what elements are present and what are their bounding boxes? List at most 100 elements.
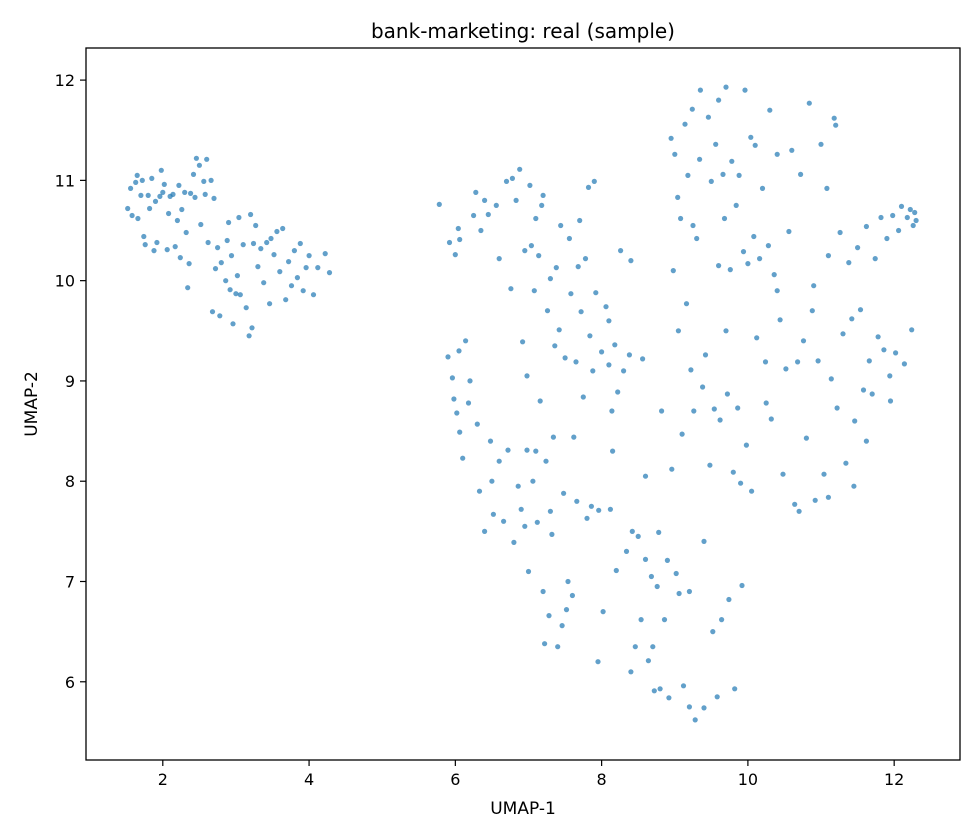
scatter-point <box>511 539 517 546</box>
scatter-point <box>599 349 605 355</box>
scatter-point <box>694 235 700 242</box>
scatter-point <box>754 335 760 341</box>
scatter-point <box>549 531 555 538</box>
scatter-point <box>457 429 463 435</box>
scatter-point <box>843 460 849 466</box>
scatter-point <box>689 106 695 112</box>
scatter-point <box>849 316 855 322</box>
scatter-point <box>735 405 741 411</box>
scatter-point <box>591 178 597 184</box>
scatter-point <box>669 466 675 472</box>
scatter-point <box>505 447 511 453</box>
y-tick-label: 10 <box>55 272 75 291</box>
y-axis-label: UMAP-2 <box>22 371 42 437</box>
scatter-point <box>742 87 748 93</box>
scatter-point <box>904 214 910 221</box>
scatter-point <box>128 185 134 191</box>
scatter-point <box>898 203 905 209</box>
scatter-point <box>223 278 229 284</box>
scatter-point <box>310 292 317 298</box>
x-tick-label: 2 <box>158 770 168 789</box>
scatter-point <box>188 190 194 196</box>
scatter-point <box>513 197 519 203</box>
scatter-point <box>792 501 798 507</box>
scatter-point <box>277 269 283 275</box>
scatter-point <box>866 358 872 364</box>
scatter-point <box>907 206 913 213</box>
scatter-point <box>224 237 230 244</box>
scatter-point <box>831 115 837 121</box>
scatter-point <box>147 205 153 212</box>
scatter-point <box>465 400 472 406</box>
scatter-point <box>565 578 571 585</box>
scatter-point <box>851 483 857 489</box>
y-tick-label: 9 <box>65 372 75 391</box>
scatter-point <box>860 387 867 393</box>
scatter-point <box>455 225 461 232</box>
scatter-point <box>515 483 521 489</box>
scatter-point <box>297 240 303 247</box>
scatter-point <box>613 567 619 574</box>
scatter-point <box>467 378 473 384</box>
scatter-point <box>571 434 577 440</box>
scatter-point <box>478 227 484 234</box>
scatter-point <box>217 313 223 319</box>
scatter-point <box>473 189 479 195</box>
scatter-point <box>651 688 657 694</box>
scatter-point <box>678 215 684 222</box>
scatter-point <box>723 328 729 334</box>
scatter-point <box>201 178 207 184</box>
scatter-point <box>508 286 514 292</box>
scatter-point <box>522 248 528 254</box>
scatter-point <box>650 644 656 650</box>
scatter-point <box>166 210 172 217</box>
scatter-point <box>661 617 668 623</box>
scatter-point <box>177 255 183 261</box>
scatter-point <box>628 669 634 675</box>
scatter-point <box>887 398 894 404</box>
scatter-point <box>460 455 466 461</box>
scatter-point <box>493 202 499 208</box>
scatter-point <box>707 462 713 468</box>
scatter-point <box>701 705 707 711</box>
scatter-point <box>783 366 789 372</box>
scatter-point <box>149 175 155 181</box>
scatter-point <box>209 309 216 315</box>
scatter-point <box>676 590 682 597</box>
scatter-point <box>749 488 755 494</box>
x-tick-label: 4 <box>304 770 314 789</box>
scatter-point <box>762 359 769 365</box>
scatter-point <box>490 511 496 517</box>
scatter-point <box>283 297 289 303</box>
scatter-point <box>212 266 219 272</box>
scatter-point <box>635 533 641 540</box>
scatter-point <box>837 229 843 236</box>
scatter-point <box>246 333 252 339</box>
scatter-point <box>274 228 280 235</box>
scatter-point <box>798 171 804 177</box>
scatter-point <box>489 478 495 484</box>
scatter-point <box>258 246 264 252</box>
scatter-point <box>700 384 706 390</box>
scatter-point <box>540 588 546 595</box>
scatter-point <box>547 276 554 282</box>
scatter-point <box>719 617 725 623</box>
scatter-point <box>800 338 807 344</box>
scatter-point <box>525 568 532 575</box>
scatter-point <box>569 592 576 599</box>
scatter-point <box>261 280 267 286</box>
scatter-point <box>767 107 773 113</box>
scatter-point <box>606 318 612 324</box>
scatter-point <box>228 253 235 259</box>
scatter-point <box>628 258 634 264</box>
scatter-point <box>833 122 839 128</box>
scatter-point <box>164 247 170 253</box>
scatter-point <box>834 405 840 411</box>
scatter-point <box>192 194 198 200</box>
scatter-point <box>145 192 151 198</box>
scatter-point <box>618 248 624 254</box>
scatter-point <box>774 151 780 157</box>
scatter-point <box>575 264 581 270</box>
scatter-point <box>723 84 729 90</box>
scatter-point <box>688 367 694 373</box>
